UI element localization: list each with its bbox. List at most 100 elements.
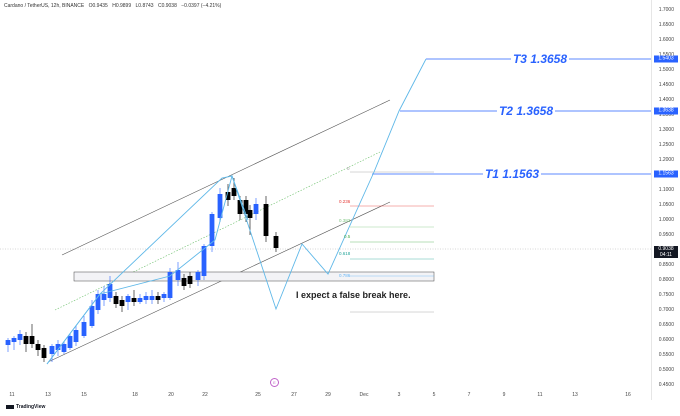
date-tick: 15 bbox=[81, 392, 87, 398]
date-tick: 18 bbox=[132, 392, 138, 398]
candle-down bbox=[181, 278, 187, 286]
candle-up bbox=[49, 346, 55, 354]
candle-down bbox=[41, 348, 47, 358]
candle-down bbox=[247, 210, 253, 218]
price-tick: 0.5500 bbox=[658, 352, 674, 358]
date-tick: 29 bbox=[325, 392, 331, 398]
candles bbox=[5, 178, 279, 362]
price-tick: 1.1000 bbox=[658, 187, 674, 193]
date-axis[interactable]: 11 13 15 18 20 22 25 27 29 Dec 3 5 7 9 11 13 16 bbox=[0, 390, 652, 402]
price-tag-current: 0.9038 04:11 bbox=[654, 246, 678, 258]
candle-up bbox=[67, 336, 73, 348]
price-axis[interactable]: 1.7000 1.6500 1.6000 1.5500 1.5000 1.4500 1.40… bbox=[651, 0, 680, 400]
low-value: L0.8743 bbox=[135, 3, 154, 9]
candle-up bbox=[55, 344, 61, 350]
fib-label-05: 0.5 bbox=[344, 234, 351, 239]
candle-down bbox=[119, 300, 125, 306]
candle-down bbox=[263, 204, 269, 236]
price-tick: 0.6500 bbox=[658, 322, 674, 328]
price-tick: 1.7000 bbox=[658, 7, 674, 13]
price-tick: 1.2000 bbox=[658, 157, 674, 163]
candle-up bbox=[73, 330, 79, 342]
candle-down bbox=[29, 336, 35, 344]
price-tick: 1.3000 bbox=[658, 127, 674, 133]
price-tick: 0.8000 bbox=[658, 277, 674, 283]
date-tick: 5 bbox=[432, 392, 436, 398]
candle-up bbox=[11, 338, 17, 342]
date-tick: 20 bbox=[168, 392, 174, 398]
candle-up bbox=[161, 294, 167, 298]
tradingview-icon bbox=[6, 404, 14, 409]
candle-up bbox=[167, 272, 173, 298]
price-tick: 1.0500 bbox=[658, 202, 674, 208]
price-tick: 1.5500 bbox=[659, 52, 674, 58]
high-value: H0.9899 bbox=[112, 3, 132, 9]
t1-label: T1 1.1563 bbox=[482, 167, 542, 181]
price-tick: 1.5000 bbox=[658, 67, 674, 73]
fib-label-0786: 0.786 bbox=[339, 273, 351, 278]
candle-up bbox=[209, 214, 215, 246]
candle-up bbox=[17, 334, 23, 340]
price-tick: 1.6500 bbox=[658, 22, 674, 28]
symbol-title[interactable]: Cardano / TetherUS, 12h, BINANCE bbox=[4, 3, 85, 9]
price-tick: 1.2500 bbox=[658, 142, 674, 148]
open-value: O0.9435 bbox=[88, 3, 108, 9]
fib-label-0618: 0.618 bbox=[339, 251, 351, 256]
date-tick: 27 bbox=[291, 392, 297, 398]
candle-up bbox=[253, 204, 259, 214]
date-tick: 11 bbox=[537, 392, 543, 398]
price-tick: 1.4000 bbox=[658, 97, 674, 103]
candle-down bbox=[187, 276, 193, 284]
date-tick: 16 bbox=[625, 392, 631, 398]
candle-up bbox=[89, 306, 95, 326]
price-tick: 0.5000 bbox=[658, 367, 674, 373]
candle-down bbox=[273, 236, 279, 248]
candle-up bbox=[201, 246, 207, 276]
price-tick: 0.6000 bbox=[658, 337, 674, 343]
event-marker-icon[interactable]: E bbox=[270, 378, 279, 387]
candle-up bbox=[217, 194, 223, 218]
price-tick: 0.4500 bbox=[658, 382, 674, 388]
channel-lower-line bbox=[47, 201, 391, 363]
support-zone bbox=[73, 271, 435, 282]
candle-up bbox=[143, 296, 149, 300]
price-tick: 0.8500 bbox=[658, 262, 674, 268]
fib-label-0: 0 bbox=[347, 166, 350, 171]
candle-down bbox=[131, 298, 137, 302]
price-tick: 1.4500 bbox=[658, 82, 674, 88]
price-tick: 1.3500 bbox=[658, 112, 674, 118]
projection-path bbox=[46, 58, 427, 365]
candle-up bbox=[95, 294, 101, 310]
price-tag-t3: 1.5403 bbox=[654, 55, 678, 63]
candle-down bbox=[237, 200, 243, 214]
candle-down bbox=[231, 188, 237, 196]
candle-down bbox=[243, 200, 249, 214]
chart-header: Cardano / TetherUS, 12h, BINANCE O0.9435… bbox=[4, 3, 224, 9]
fib-label-0236: 0.236 bbox=[339, 199, 351, 204]
candle-up bbox=[149, 296, 155, 300]
t3-label: T3 1.3658 bbox=[510, 52, 570, 66]
candle-down bbox=[23, 336, 29, 344]
price-tag-t2: 1.3638 bbox=[654, 107, 678, 115]
change-value: −0.0397 (−4.21%) bbox=[181, 3, 222, 9]
candle-up bbox=[125, 296, 131, 302]
tradingview-logo[interactable]: TradingView bbox=[6, 404, 45, 410]
date-tick: 7 bbox=[467, 392, 471, 398]
candle-up bbox=[61, 344, 67, 352]
date-tick: 25 bbox=[255, 392, 261, 398]
brand-label: TradingView bbox=[16, 404, 46, 410]
candle-down bbox=[113, 296, 119, 304]
false-break-note: I expect a false break here. bbox=[296, 290, 411, 300]
price-tag-t1: 1.1563 bbox=[654, 170, 678, 178]
candle-down bbox=[35, 344, 41, 350]
candle-down bbox=[225, 192, 231, 200]
t2-label: T2 1.3658 bbox=[496, 104, 556, 118]
date-tick: Dec bbox=[359, 392, 369, 398]
chart-canvas[interactable] bbox=[0, 0, 652, 392]
price-tick: 1.0000 bbox=[658, 217, 674, 223]
candle-up bbox=[175, 270, 181, 280]
date-tick: 13 bbox=[45, 392, 51, 398]
candle-up bbox=[137, 298, 143, 302]
candle-up bbox=[101, 294, 107, 300]
fib-label-0382: 0.382 bbox=[339, 218, 351, 223]
